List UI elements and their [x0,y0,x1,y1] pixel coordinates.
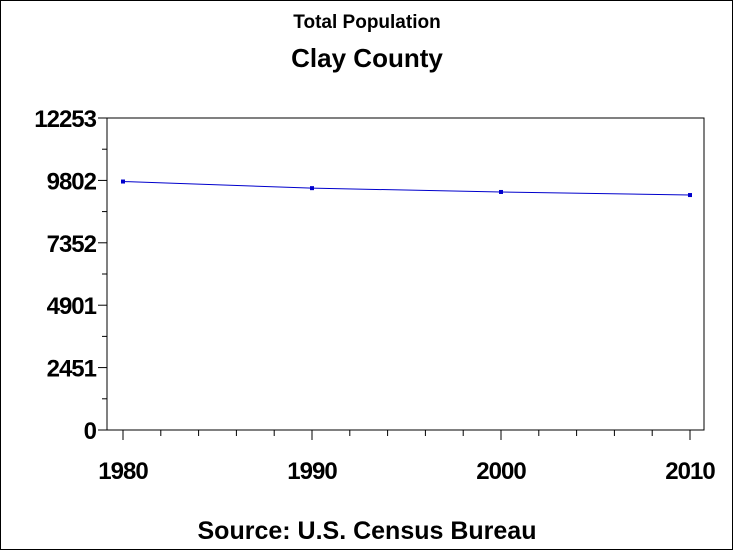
y-tick-label: 12253 [34,106,96,133]
y-tick-label: 4901 [47,293,97,320]
x-tick-label: 2010 [665,458,715,485]
y-tick-label: 0 [84,418,97,445]
plot-area [106,117,705,431]
y-tick-label: 9802 [47,168,97,195]
x-axis: 1980 1990 2000 2010 [98,430,716,485]
data-point [310,186,314,191]
x-tick-label: 2000 [476,458,526,485]
y-tick-label: 2451 [47,356,97,383]
x-tick-label: 1990 [287,458,337,485]
y-tick-label: 7352 [47,231,97,258]
data-series [121,179,692,198]
x-tick-label: 1980 [98,458,148,485]
data-point [499,189,503,194]
data-point [688,193,692,198]
data-point [121,179,125,184]
chart-subtitle: Clay County [291,43,443,73]
y-axis: 0 2451 4901 7352 9802 12253 [34,106,107,445]
chart-title: Total Population [293,12,440,33]
source-footnote: Source: U.S. Census Bureau [198,517,537,545]
series-line [122,181,691,196]
